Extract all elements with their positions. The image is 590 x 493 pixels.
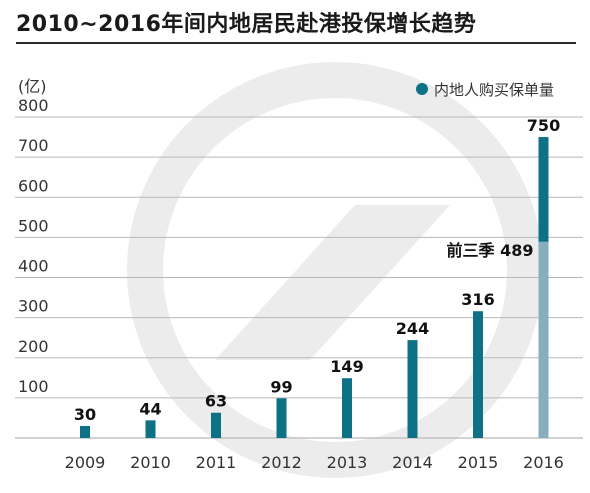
bar xyxy=(342,378,352,438)
annotation-label: 前三季 489 xyxy=(447,241,534,260)
legend-marker xyxy=(416,83,428,95)
x-tick-label: 2014 xyxy=(392,453,433,472)
y-tick-label: 700 xyxy=(18,136,49,155)
bar-value-label: 316 xyxy=(461,290,494,309)
y-tick-label: 200 xyxy=(18,337,49,356)
bar xyxy=(145,420,156,438)
x-axis-ticks: 2009 2010 2011 2012 2013 2014 2015 2016 xyxy=(65,453,564,472)
bar-value-label: 63 xyxy=(205,392,227,411)
bar xyxy=(276,398,287,438)
y-tick-label: 800 xyxy=(18,96,49,115)
y-tick-label: 600 xyxy=(18,176,49,195)
bar-value-label: 244 xyxy=(396,319,429,338)
bar xyxy=(407,340,418,438)
watermark-logo xyxy=(127,62,543,478)
x-tick-label: 2009 xyxy=(65,453,106,472)
y-axis-ticks: 100 200 300 400 500 600 700 800 xyxy=(18,96,49,396)
bars: 30 44 63 99 149 244 316 前三季 489 750 xyxy=(74,116,560,438)
chart-title: 2010~2016年间内地居民赴港投保增长趋势 xyxy=(16,12,477,37)
bar-segment-first-three-quarters xyxy=(538,241,549,438)
bar-segment-q4 xyxy=(538,137,549,242)
bar-value-label: 750 xyxy=(527,116,560,135)
y-tick-label: 500 xyxy=(18,216,49,235)
bar xyxy=(80,425,90,438)
legend: 内地人购买保单量 xyxy=(416,81,554,99)
bar-value-label: 30 xyxy=(74,405,96,424)
bar-value-label: 44 xyxy=(139,399,161,418)
bar-value-label: 99 xyxy=(270,377,292,396)
y-axis-unit: (亿) xyxy=(18,77,47,96)
x-tick-label: 2016 xyxy=(523,453,564,472)
grid-lines xyxy=(15,116,583,439)
y-tick-label: 400 xyxy=(18,257,49,276)
x-tick-label: 2015 xyxy=(458,453,499,472)
x-tick-label: 2013 xyxy=(327,453,368,472)
x-tick-label: 2012 xyxy=(261,453,302,472)
y-tick-label: 100 xyxy=(18,377,49,396)
title-divider xyxy=(16,42,576,44)
bar-value-label: 149 xyxy=(330,357,363,376)
y-tick-label: 300 xyxy=(18,297,49,316)
bar xyxy=(473,311,483,438)
x-tick-label: 2010 xyxy=(130,453,171,472)
x-tick-label: 2011 xyxy=(196,453,237,472)
legend-label: 内地人购买保单量 xyxy=(434,81,554,99)
bar xyxy=(211,412,221,438)
